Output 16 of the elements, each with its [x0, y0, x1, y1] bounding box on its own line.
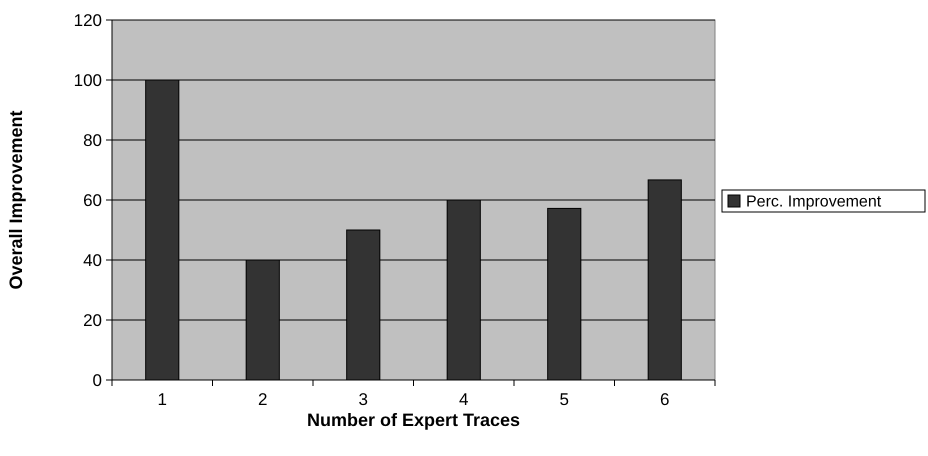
x-tick-label: 3 — [358, 390, 368, 409]
y-tick-label: 60 — [83, 190, 102, 210]
y-tick-label: 100 — [74, 70, 102, 90]
x-tick-label: 6 — [660, 390, 670, 409]
y-axis-title: Overall Improvement — [6, 110, 26, 290]
x-axis-title: Number of Expert Traces — [306, 410, 520, 430]
legend-label: Perc. Improvement — [746, 194, 882, 211]
y-tick-label: 20 — [83, 310, 102, 330]
x-tick-label: 2 — [258, 390, 268, 409]
y-tick-label: 80 — [83, 130, 102, 150]
y-tick-label: 0 — [92, 370, 102, 390]
x-tick-label: 1 — [158, 390, 167, 409]
y-tick-label: 40 — [83, 250, 102, 270]
x-tick-label: 4 — [459, 390, 468, 409]
x-tick-label: 5 — [560, 390, 569, 409]
y-tick-label: 120 — [74, 10, 102, 30]
